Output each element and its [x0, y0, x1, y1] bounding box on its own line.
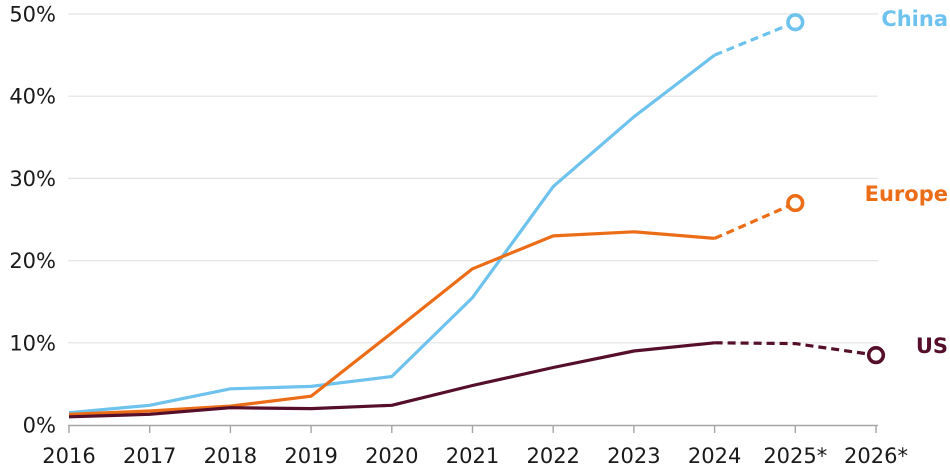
y-tick-label: 0%	[23, 414, 56, 438]
series-line-europe	[68, 230, 715, 416]
series-forecast-line-europe	[713, 201, 796, 240]
series-line-us	[68, 341, 715, 419]
series-end-marker-europe	[786, 193, 805, 213]
series-line-china	[68, 53, 716, 415]
x-tick-label: 2018	[204, 444, 257, 468]
x-tick-label: 2019	[284, 444, 337, 468]
x-tick-label: 2023	[607, 444, 660, 468]
series-end-marker-us	[866, 346, 886, 365]
series-end-marker-china	[786, 13, 805, 32]
y-tick-label: 40%	[9, 85, 56, 109]
series-label-china: China	[881, 7, 948, 31]
x-tick-label: 2022	[526, 444, 579, 468]
x-tick-label: 2021	[446, 444, 499, 468]
x-tick-label: 2024	[688, 444, 741, 468]
y-tick-label: 10%	[9, 331, 56, 355]
x-tick-label: 2025*	[763, 444, 827, 468]
x-tick-label: 2020	[365, 444, 418, 468]
y-tick-label: 20%	[9, 249, 56, 273]
x-tick-label: 2016	[42, 444, 95, 468]
y-tick-label: 50%	[9, 3, 56, 27]
y-tick-label: 30%	[9, 167, 56, 191]
series-label-europe: Europe	[865, 182, 948, 206]
series-forecast-line-us	[714, 341, 877, 357]
x-tick-label: 2017	[123, 444, 176, 468]
series-forecast-line-china	[713, 20, 796, 57]
series-label-us: US	[916, 334, 948, 358]
x-tick-label: 2026*	[844, 444, 908, 468]
